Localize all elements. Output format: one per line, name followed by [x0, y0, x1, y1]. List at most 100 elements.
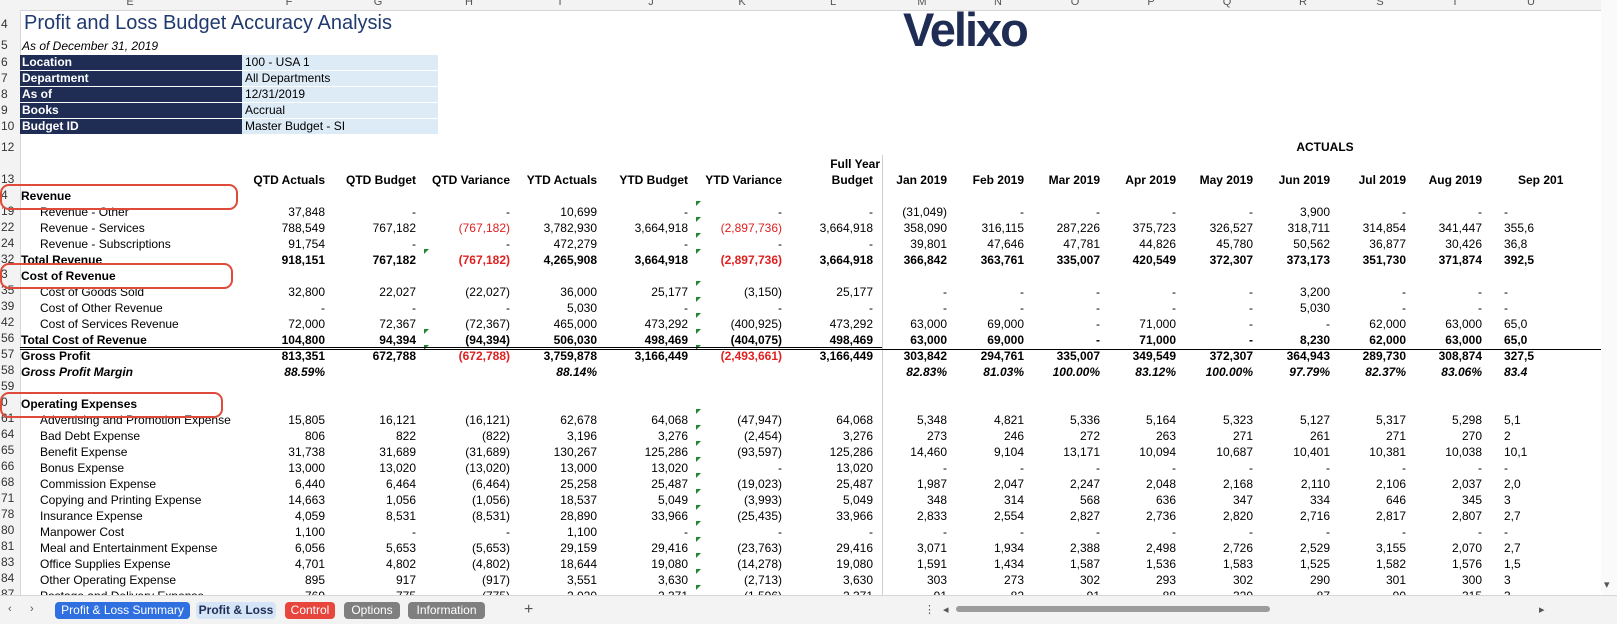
row-label[interactable]: Other Operating Expense: [40, 573, 177, 587]
table-cell[interactable]: 69,000: [987, 317, 1024, 331]
row-number[interactable]: 42: [1, 315, 15, 329]
table-cell[interactable]: -: [778, 205, 782, 219]
table-cell[interactable]: 300: [1461, 573, 1482, 587]
table-cell[interactable]: (22,027): [465, 285, 510, 299]
table-cell[interactable]: 31,689: [379, 445, 416, 459]
row-label[interactable]: Revenue - Subscriptions: [40, 237, 171, 251]
row-number[interactable]: 64: [1, 427, 15, 441]
error-flag-icon[interactable]: [696, 425, 701, 430]
hscroll-left-icon[interactable]: ◂: [943, 604, 949, 616]
table-cell[interactable]: 82.83%: [906, 365, 947, 379]
table-cell[interactable]: 4,265,908: [543, 253, 597, 267]
table-cell[interactable]: 334: [1309, 493, 1330, 507]
column-letter[interactable]: T: [1451, 0, 1459, 8]
table-cell[interactable]: -: [1096, 461, 1100, 475]
table-cell[interactable]: (400,925): [730, 317, 782, 331]
table-cell[interactable]: 125,286: [829, 445, 873, 459]
table-cell[interactable]: (1,056): [471, 493, 510, 507]
table-cell[interactable]: -: [1096, 525, 1100, 539]
table-cell[interactable]: -: [1172, 301, 1176, 315]
table-cell[interactable]: 341,447: [1438, 221, 1482, 235]
table-cell[interactable]: 918,151: [281, 253, 325, 267]
sheet-tab[interactable]: Information: [408, 602, 485, 619]
error-flag-icon[interactable]: [424, 329, 429, 334]
table-cell[interactable]: 2,0: [1504, 477, 1521, 491]
table-cell[interactable]: 806: [304, 429, 325, 443]
table-cell[interactable]: 273: [926, 429, 947, 443]
table-cell[interactable]: 82.37%: [1365, 365, 1406, 379]
column-letter[interactable]: G: [373, 0, 383, 8]
table-cell[interactable]: 293: [1155, 573, 1176, 587]
error-flag-icon[interactable]: [696, 473, 701, 478]
row-number[interactable]: 83: [1, 555, 15, 569]
table-cell[interactable]: 1,100: [566, 525, 597, 539]
table-cell[interactable]: 272: [1079, 429, 1100, 443]
error-flag-icon[interactable]: [696, 233, 701, 238]
table-cell[interactable]: -: [1478, 461, 1482, 475]
table-cell[interactable]: 289,730: [1362, 349, 1406, 363]
table-cell[interactable]: -: [1020, 461, 1024, 475]
table-cell[interactable]: 308,874: [1438, 349, 1482, 363]
table-cell[interactable]: 10,038: [1445, 445, 1482, 459]
row-number[interactable]: 4: [1, 188, 8, 202]
table-cell[interactable]: 788,549: [281, 221, 325, 235]
table-cell[interactable]: 45,780: [1216, 237, 1253, 251]
table-cell[interactable]: 273: [1003, 573, 1024, 587]
table-cell[interactable]: 13,020: [836, 461, 873, 475]
table-cell[interactable]: 358,090: [903, 221, 947, 235]
table-cell[interactable]: -: [506, 301, 510, 315]
column-letter[interactable]: M: [917, 0, 927, 8]
row-number[interactable]: 5: [1, 38, 8, 52]
table-cell[interactable]: -: [1504, 461, 1508, 475]
table-cell[interactable]: 94,394: [379, 333, 416, 347]
table-cell[interactable]: 10,094: [1139, 445, 1176, 459]
table-cell[interactable]: 2,820: [1222, 509, 1253, 523]
table-cell[interactable]: 2,048: [1145, 477, 1176, 491]
table-cell[interactable]: 88.59%: [284, 365, 325, 379]
table-cell[interactable]: -: [1504, 285, 1508, 299]
table-cell[interactable]: -: [506, 237, 510, 251]
row-number[interactable]: 66: [1, 459, 15, 473]
table-cell[interactable]: 10,687: [1216, 445, 1253, 459]
row-label[interactable]: Bonus Expense: [40, 461, 125, 475]
table-cell[interactable]: 8,230: [1299, 333, 1330, 347]
row-number[interactable]: 8: [1, 87, 8, 101]
table-cell[interactable]: 473,292: [644, 317, 688, 331]
table-cell[interactable]: 2,726: [1222, 541, 1253, 555]
table-cell[interactable]: 2,037: [1451, 477, 1482, 491]
table-cell[interactable]: 347: [1232, 493, 1253, 507]
table-cell[interactable]: 271: [1232, 429, 1253, 443]
horizontal-scrollbar-thumb[interactable]: [956, 606, 1270, 612]
table-cell[interactable]: -: [869, 205, 873, 219]
row-label[interactable]: Manpower Cost: [40, 525, 125, 539]
table-cell[interactable]: 327,5: [1504, 349, 1535, 363]
vertical-scrollbar[interactable]: ▾: [1601, 0, 1617, 595]
table-cell[interactable]: -: [1096, 301, 1100, 315]
table-cell[interactable]: 25,177: [836, 285, 873, 299]
error-flag-icon[interactable]: [696, 489, 701, 494]
table-cell[interactable]: 4,059: [294, 509, 325, 523]
row-label[interactable]: Cost of Revenue: [21, 269, 116, 283]
row-number[interactable]: 3: [1, 267, 8, 281]
table-cell[interactable]: 568: [1079, 493, 1100, 507]
row-number[interactable]: 59: [1, 379, 15, 393]
table-cell[interactable]: -: [1249, 461, 1253, 475]
table-cell[interactable]: 3,759,878: [543, 349, 597, 363]
table-cell[interactable]: 25,177: [651, 285, 688, 299]
table-cell[interactable]: -: [506, 205, 510, 219]
table-cell[interactable]: (822): [481, 429, 510, 443]
column-letter[interactable]: U: [1527, 0, 1535, 8]
table-cell[interactable]: 31,738: [288, 445, 325, 459]
table-cell[interactable]: 3,664,918: [634, 253, 688, 267]
table-cell[interactable]: 2,110: [1300, 477, 1330, 491]
row-number[interactable]: 4: [1, 17, 8, 31]
table-cell[interactable]: (47,947): [737, 413, 782, 427]
table-cell[interactable]: 2,833: [916, 509, 947, 523]
table-cell[interactable]: -: [1504, 301, 1508, 315]
table-cell[interactable]: 18,537: [560, 493, 597, 507]
error-flag-icon[interactable]: [696, 217, 701, 222]
row-label[interactable]: Revenue: [21, 189, 72, 203]
row-number[interactable]: 71: [1, 491, 15, 505]
table-cell[interactable]: (6,464): [471, 477, 510, 491]
table-cell[interactable]: 22,027: [379, 285, 416, 299]
